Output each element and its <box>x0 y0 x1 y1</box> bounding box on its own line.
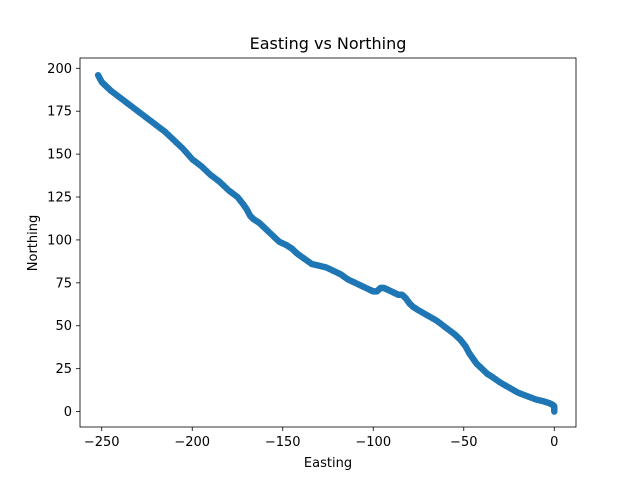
x-tick-label: −250 <box>84 435 120 450</box>
x-axis-label: Easting <box>304 456 352 471</box>
y-tick-label: 75 <box>55 276 72 291</box>
x-tick-label: −50 <box>450 435 477 450</box>
y-tick-label: 25 <box>55 362 72 377</box>
chart-title: Easting vs Northing <box>250 34 407 53</box>
y-tick-label: 0 <box>64 405 72 420</box>
x-tick-label: 0 <box>550 435 558 450</box>
y-tick-label: 125 <box>47 191 72 206</box>
y-axis-label: Northing <box>26 215 41 271</box>
points-layer <box>94 71 558 415</box>
y-axis: 0 25 50 75 100 125 150 175 200 <box>47 62 80 420</box>
y-tick-label: 200 <box>47 62 72 77</box>
y-tick-label: 100 <box>47 233 72 248</box>
x-tick-label: −150 <box>265 435 301 450</box>
data-point <box>551 408 558 415</box>
x-tick-label: −200 <box>174 435 210 450</box>
plot-frame <box>79 57 577 428</box>
y-tick-label: 50 <box>55 319 72 334</box>
plot-area <box>80 58 576 427</box>
x-tick-label: −100 <box>355 435 391 450</box>
y-tick-label: 150 <box>47 148 72 163</box>
x-axis: −250 −200 −150 −100 −50 0 <box>84 427 558 450</box>
y-tick-label: 175 <box>47 105 72 120</box>
